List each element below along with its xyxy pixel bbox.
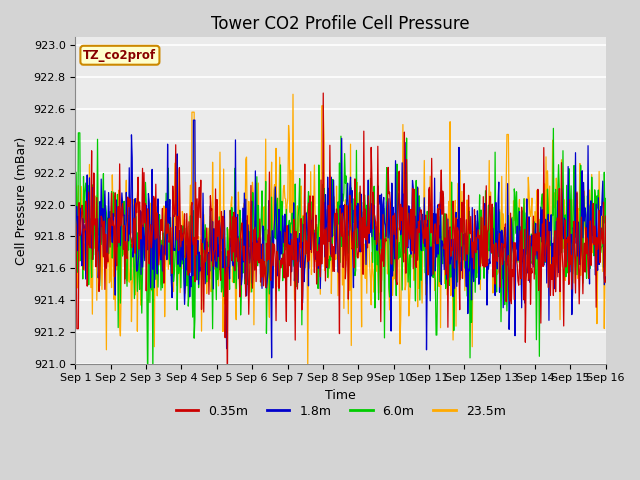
1.8m: [218, 217, 226, 223]
0.35m: [422, 212, 429, 218]
6.0m: [190, 336, 198, 341]
1.8m: [602, 274, 609, 280]
Legend: 0.35m, 1.8m, 6.0m, 23.5m: 0.35m, 1.8m, 6.0m, 23.5m: [170, 400, 511, 423]
6.0m: [81, 189, 89, 194]
0.35m: [602, 213, 609, 219]
0.35m: [189, 242, 197, 248]
1.8m: [72, 226, 79, 231]
6.0m: [72, 212, 79, 218]
23.5m: [289, 91, 297, 97]
23.5m: [406, 279, 414, 285]
1.8m: [190, 117, 198, 123]
Title: Tower CO2 Profile Cell Pressure: Tower CO2 Profile Cell Pressure: [211, 15, 470, 33]
1.8m: [81, 222, 89, 228]
Text: TZ_co2prof: TZ_co2prof: [83, 49, 157, 62]
6.0m: [144, 384, 152, 390]
Line: 1.8m: 1.8m: [76, 120, 605, 358]
1.8m: [189, 117, 197, 123]
1.8m: [268, 355, 275, 360]
6.0m: [602, 195, 609, 201]
23.5m: [72, 192, 79, 198]
6.0m: [218, 285, 226, 290]
23.5m: [136, 203, 143, 208]
23.5m: [422, 292, 429, 298]
23.5m: [189, 109, 197, 115]
0.35m: [136, 199, 143, 205]
23.5m: [81, 241, 89, 247]
1.8m: [136, 214, 143, 220]
X-axis label: Time: Time: [325, 389, 356, 402]
Y-axis label: Cell Pressure (mBar): Cell Pressure (mBar): [15, 136, 28, 264]
23.5m: [602, 226, 609, 231]
0.35m: [223, 390, 231, 396]
6.0m: [421, 270, 429, 276]
Line: 23.5m: 23.5m: [76, 94, 605, 367]
0.35m: [81, 227, 89, 233]
6.0m: [136, 287, 143, 292]
0.35m: [72, 217, 79, 223]
0.35m: [406, 230, 414, 236]
1.8m: [422, 221, 429, 227]
6.0m: [406, 252, 413, 258]
23.5m: [304, 364, 312, 370]
0.35m: [218, 209, 225, 215]
0.35m: [319, 90, 327, 96]
1.8m: [406, 248, 414, 254]
6.0m: [550, 125, 557, 131]
Line: 0.35m: 0.35m: [76, 93, 605, 393]
23.5m: [218, 246, 225, 252]
Line: 6.0m: 6.0m: [76, 128, 605, 387]
